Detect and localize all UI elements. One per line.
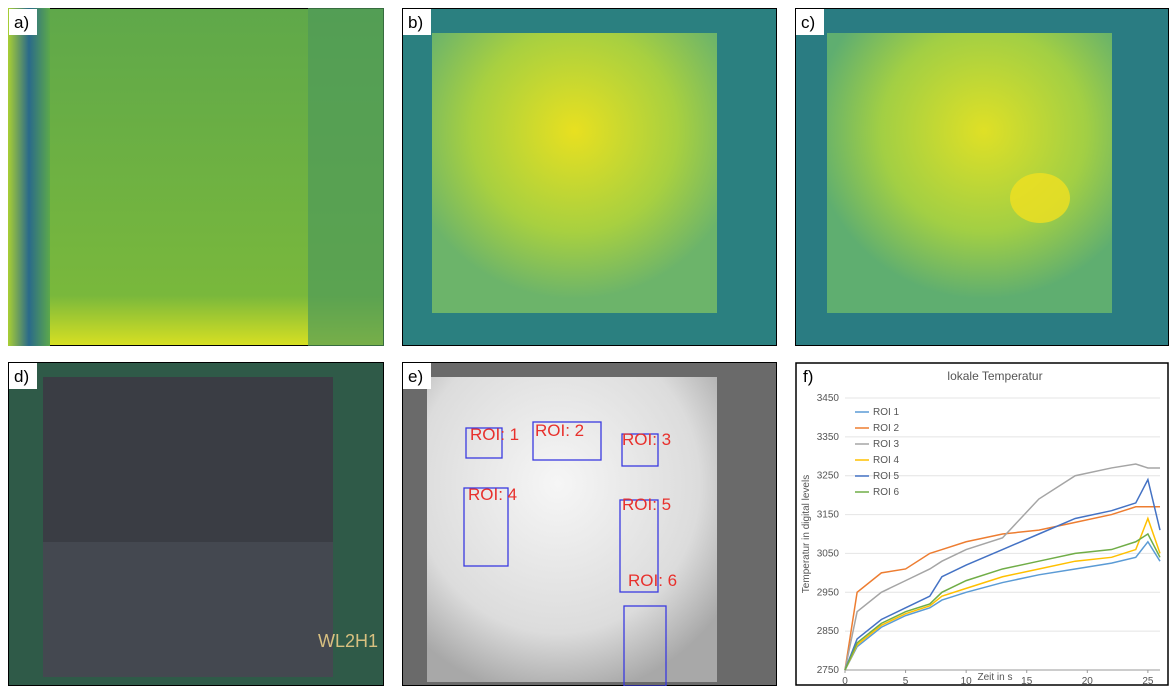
x-tick-label: 10 [961,676,973,686]
page: a) b) c) WL2H1 d) ROI: 1 ROI: 2 ROI: 3 R… [0,0,1169,686]
panel-label: a) [14,13,29,32]
panel-a: a) [8,8,384,346]
panel-b: b) [402,8,777,346]
x-axis-label: Zeit in s [977,672,1012,683]
panel-e: ROI: 1 ROI: 2 ROI: 3 ROI: 4 ROI: 5 ROI: … [402,362,777,686]
roi-label: ROI: 5 [622,495,671,514]
roi-label: ROI: 3 [622,430,671,449]
roi-label: ROI: 6 [628,571,677,590]
panel-label: e) [408,367,423,386]
roi-label: ROI: 1 [470,425,519,444]
x-tick-label: 25 [1142,676,1154,686]
x-tick-label: 0 [842,676,848,686]
chip-marking: WL2H1 [318,631,378,651]
y-tick-label: 3450 [817,393,840,404]
legend-label: ROI 3 [873,439,900,450]
legend-label: ROI 4 [873,455,900,466]
legend-label: ROI 5 [873,471,900,482]
panel-d: WL2H1 d) [8,362,384,686]
y-tick-label: 2850 [817,626,840,637]
panel-c: c) [795,8,1169,346]
y-tick-label: 3350 [817,432,840,443]
panel-label: c) [801,13,815,32]
legend-label: ROI 2 [873,423,900,434]
y-tick-label: 3250 [817,471,840,482]
panel-f: f) lokale Temperatur Zeit in s Temperatu… [795,362,1169,686]
panel-label: b) [408,13,423,32]
y-tick-label: 3150 [817,510,840,521]
panel-label: f) [803,367,813,386]
x-tick-label: 15 [1021,676,1033,686]
x-tick-label: 5 [903,676,909,686]
y-axis-label: Temperatur in digital levels [801,475,812,593]
panel-label: d) [14,367,29,386]
legend-label: ROI 1 [873,407,900,418]
roi-label: ROI: 4 [468,485,517,504]
y-tick-label: 3050 [817,548,840,559]
y-tick-label: 2950 [817,587,840,598]
legend-label: ROI 6 [873,487,900,498]
chart-title: lokale Temperatur [947,369,1042,383]
y-tick-label: 2750 [817,665,840,676]
x-tick-label: 20 [1082,676,1094,686]
roi-label: ROI: 2 [535,421,584,440]
